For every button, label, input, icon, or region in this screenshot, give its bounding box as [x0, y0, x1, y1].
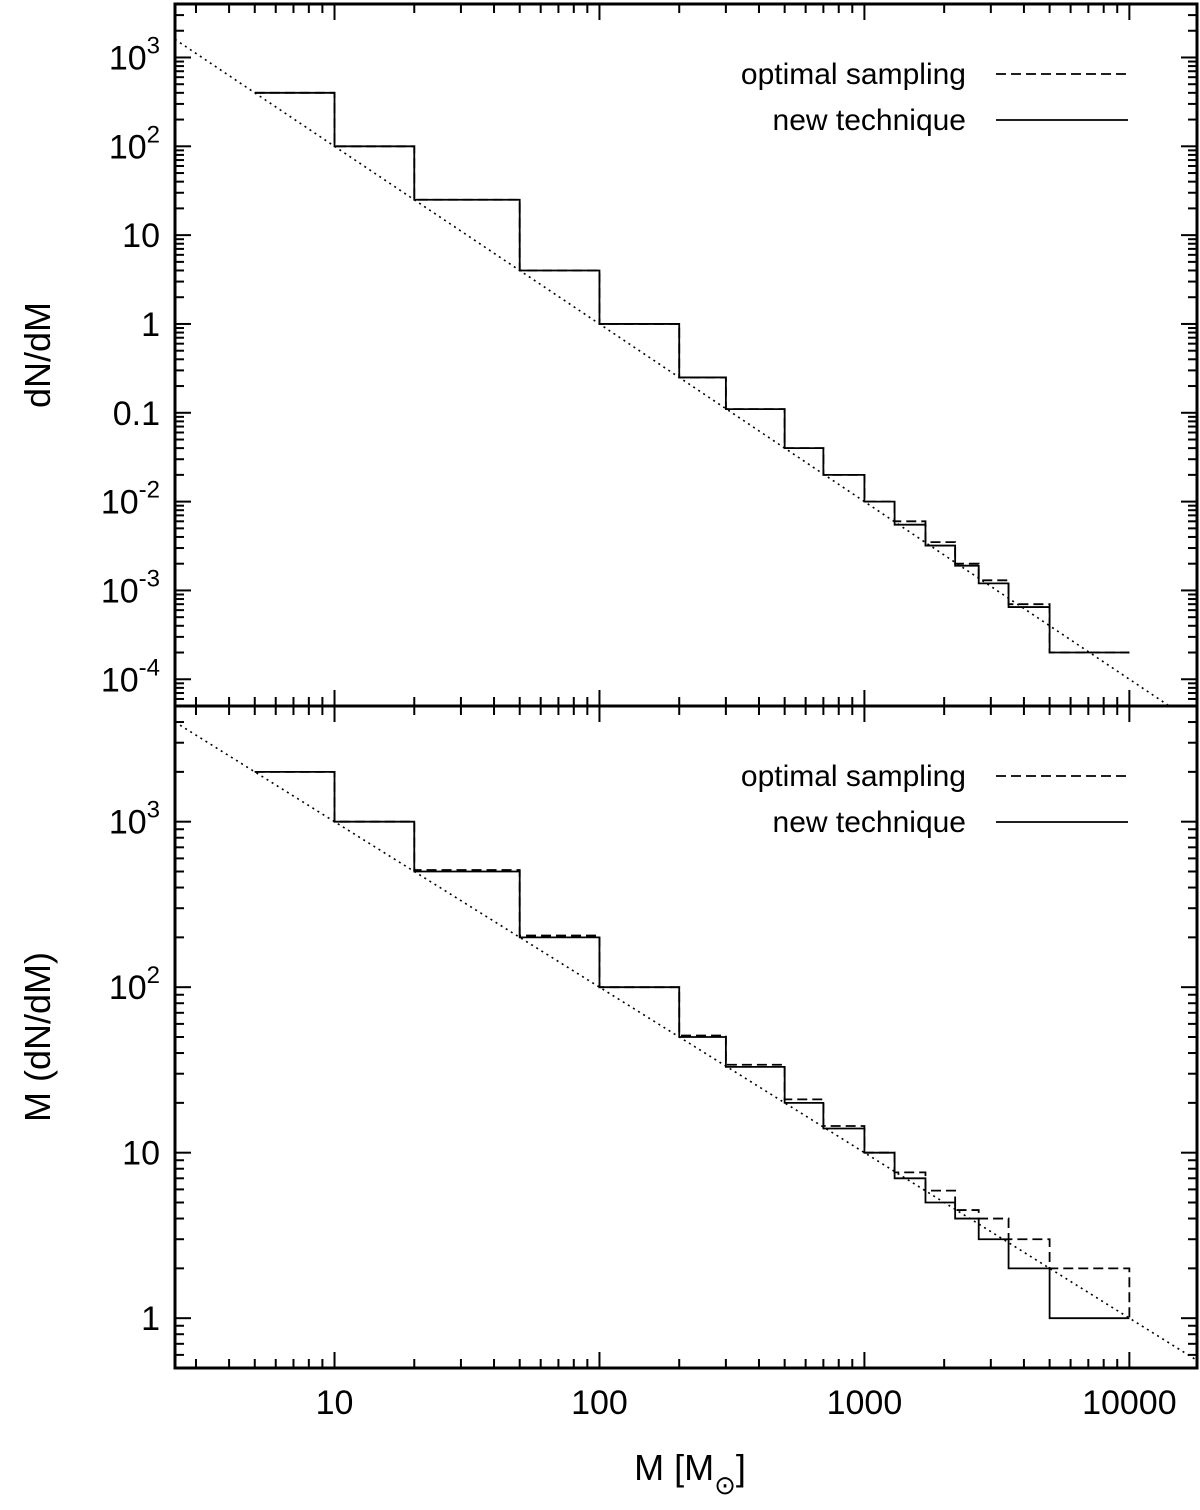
y-tick-label: 10-3 — [101, 565, 160, 610]
x-tick-label: 100 — [571, 1384, 628, 1422]
y-axis-label: dN/dM — [17, 302, 58, 408]
panel-bottom: 1 10 102 103 10 100 1000 10000 M (dN/dM) M [M⊙] op… — [17, 704, 1199, 1500]
y-tick-label: 102 — [109, 962, 160, 1007]
y-tick-label: 1 — [141, 1300, 160, 1338]
series-optimal-sampling — [254, 770, 1131, 1319]
x-tick-label: 10 — [316, 1384, 354, 1422]
x-axis-label: M [M⊙] — [634, 1447, 746, 1500]
y-tick-label: 1 — [141, 306, 160, 344]
plot-frame — [173, 2, 1199, 708]
x-tick-label: 10000 — [1082, 1384, 1177, 1422]
y-tick-label: 10-4 — [101, 654, 160, 699]
y-tick-label: 10-2 — [101, 477, 160, 522]
legend-label: new technique — [773, 806, 966, 839]
plot-area — [175, 38, 1171, 706]
x-tick-label: 1000 — [827, 1384, 903, 1422]
legend: optimal sampling new technique — [741, 760, 1128, 839]
legend-label: optimal sampling — [741, 58, 966, 91]
series-new-technique — [254, 770, 1130, 1320]
power-law-reference-line — [175, 721, 1197, 1362]
legend-label: optimal sampling — [741, 760, 966, 793]
legend-label: new technique — [773, 104, 966, 137]
panel-top: 10-4 10-3 10-2 0.1 1 10 102 103 dN/dM optimal sam… — [17, 2, 1199, 708]
plot-area — [175, 721, 1197, 1362]
legend: optimal sampling new technique — [741, 58, 1128, 137]
y-tick-label: 10 — [122, 217, 160, 255]
y-tick-label: 10 — [122, 1135, 160, 1173]
series-new-technique — [254, 91, 1130, 654]
y-tick-label: 102 — [109, 121, 160, 166]
y-tick-label: 103 — [109, 32, 160, 77]
y-axis-label: M (dN/dM) — [17, 952, 58, 1122]
power-law-reference-line — [175, 38, 1171, 706]
series-optimal-sampling — [254, 91, 1130, 654]
y-tick-label: 0.1 — [113, 395, 160, 433]
y-tick-label: 103 — [109, 797, 160, 842]
